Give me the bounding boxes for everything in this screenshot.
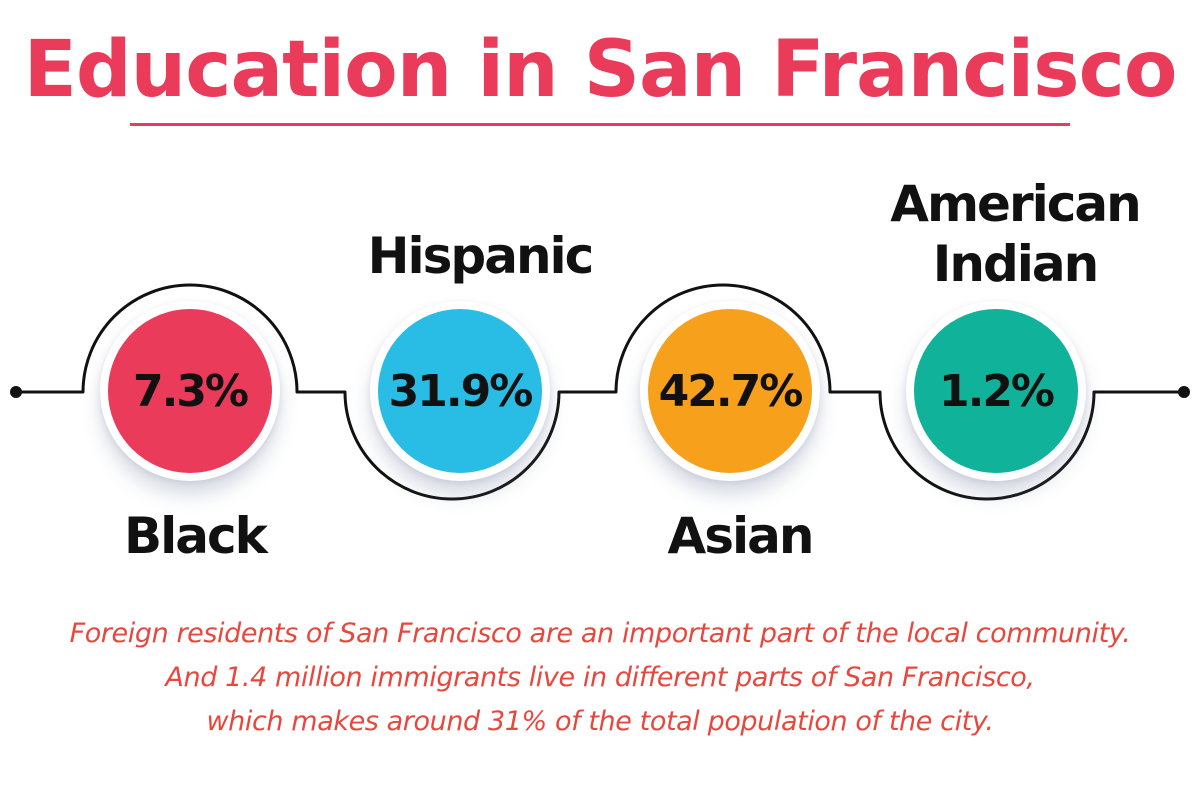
caption-line-2: And 1.4 million immigrants live in diffe… — [165, 662, 1035, 693]
label-hispanic: Hispanic — [360, 226, 600, 286]
value-hispanic: 31.9% — [388, 365, 534, 417]
label-american-indian-line-1: American — [890, 175, 1141, 233]
page-title: Education in San Francisco — [23, 25, 1178, 115]
value-american-indian: 1.2% — [938, 365, 1055, 417]
value-asian: 42.7% — [658, 365, 804, 417]
value-black: 7.3% — [132, 365, 249, 417]
caption-line-1: Foreign residents of San Francisco are a… — [69, 618, 1131, 649]
label-american-indian-line-2: Indian — [932, 235, 1099, 293]
caption: Foreign residents of San Francisco are a… — [0, 612, 1200, 744]
title-underline — [130, 123, 1070, 126]
circle-hispanic: 31.9% — [370, 301, 550, 481]
circle-black: 7.3% — [100, 301, 280, 481]
label-hispanic-line: Hispanic — [367, 227, 595, 285]
wave-path — [16, 283, 1184, 501]
label-black: Black — [95, 506, 295, 566]
label-black-line: Black — [124, 507, 268, 565]
label-american-indian: American Indian — [890, 174, 1141, 294]
circle-asian: 42.7% — [640, 301, 820, 481]
label-asian-line: Asian — [667, 507, 815, 565]
circle-american-indian: 1.2% — [906, 301, 1086, 481]
caption-line-3: which makes around 31% of the total popu… — [206, 706, 994, 737]
label-asian: Asian — [640, 506, 840, 566]
